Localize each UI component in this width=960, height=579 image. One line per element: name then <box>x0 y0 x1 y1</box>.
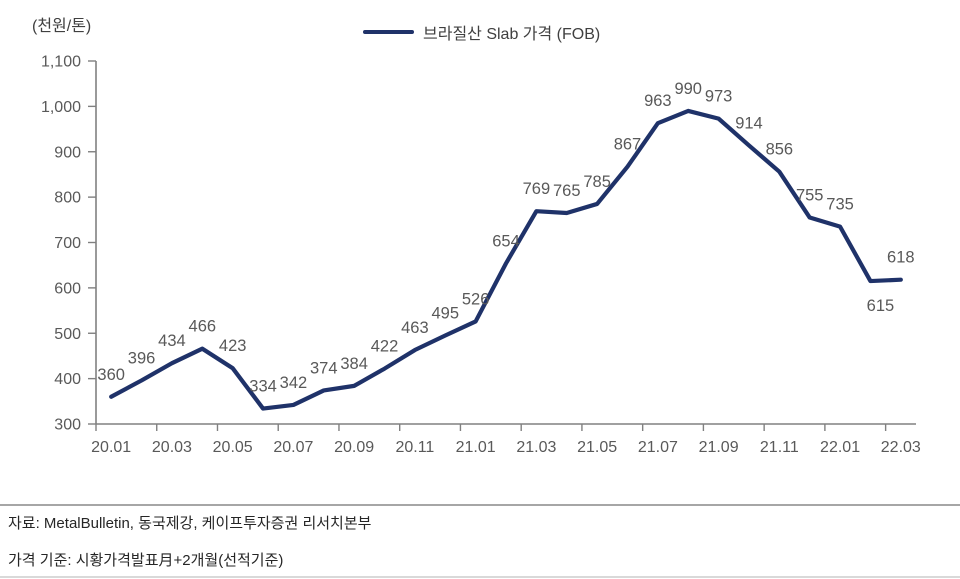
data-point-label: 654 <box>492 232 520 250</box>
data-point-label: 334 <box>249 378 277 396</box>
legend-line-swatch <box>363 30 414 34</box>
y-axis-unit-label: (천원/톤) <box>32 18 92 35</box>
data-point-label: 463 <box>401 319 429 337</box>
y-axis-tick-label: 1,000 <box>41 99 81 116</box>
data-point-label: 867 <box>614 136 642 154</box>
data-point-label: 914 <box>735 114 763 132</box>
x-axis-tick-label: 20.01 <box>91 439 131 456</box>
price-line <box>109 108 903 411</box>
data-point-label: 526 <box>462 290 490 308</box>
x-axis-tick-label: 22.01 <box>820 439 860 456</box>
source-note: 자료: MetalBulletin, 동국제강, 케이프투자증권 리서치본부 <box>8 515 372 532</box>
footer-divider <box>0 504 960 506</box>
data-point-label: 495 <box>431 305 459 323</box>
y-axis-tick-label: 600 <box>54 280 81 297</box>
data-point-label: 342 <box>280 374 308 392</box>
data-point-label: 615 <box>867 297 895 315</box>
y-axis-tick-label: 500 <box>54 326 81 343</box>
data-point-label: 423 <box>219 337 247 355</box>
y-axis-tick-label: 400 <box>54 371 81 388</box>
bottom-border <box>0 576 960 578</box>
data-point-label: 856 <box>766 141 794 159</box>
y-axis-tick-label: 800 <box>54 190 81 207</box>
data-point-label: 990 <box>674 80 702 98</box>
data-point-label: 765 <box>553 182 581 200</box>
x-axis-tick-label: 21.11 <box>760 439 799 456</box>
data-point-label: 785 <box>583 173 611 191</box>
x-axis-tick-label: 21.07 <box>638 439 678 456</box>
data-point-label: 360 <box>97 366 125 384</box>
data-point-label: 755 <box>796 187 824 205</box>
data-point-label: 735 <box>826 196 854 214</box>
x-axis-tick-label: 21.05 <box>577 439 617 456</box>
data-point-label: 384 <box>340 355 368 373</box>
x-axis-tick-label: 20.09 <box>334 439 374 456</box>
data-point-label: 973 <box>705 88 733 106</box>
x-axis-tick-label: 20.03 <box>152 439 192 456</box>
data-point-label: 618 <box>887 249 915 267</box>
data-point-label: 434 <box>158 332 186 350</box>
price-basis-note: 가격 기준: 시황가격발표月+2개월(선적기준) <box>8 552 284 569</box>
y-axis-tick-label: 1,100 <box>41 54 81 71</box>
y-axis-tick-label: 700 <box>54 235 81 252</box>
data-point-label: 396 <box>128 349 156 367</box>
x-axis-tick-label: 21.03 <box>516 439 556 456</box>
legend-label: 브라질산 Slab 가격 (FOB) <box>423 26 601 43</box>
y-axis-tick-label: 300 <box>54 417 81 434</box>
data-point-label: 374 <box>310 359 338 377</box>
x-axis-tick-label: 20.07 <box>273 439 313 456</box>
legend: 브라질산 Slab 가격 (FOB) <box>363 20 600 44</box>
x-axis-tick-label: 22.03 <box>881 439 921 456</box>
y-axis-tick-label: 900 <box>54 144 81 161</box>
x-axis-tick-label: 21.01 <box>456 439 496 456</box>
x-axis-tick-label: 20.11 <box>395 439 434 456</box>
data-point-label: 963 <box>644 92 672 110</box>
line-chart: 300 400 500 600 700 800 900 1,000 1,100 20.01 20.0… <box>41 54 921 457</box>
data-point-label: 466 <box>189 318 217 336</box>
x-axis-tick-label: 21.09 <box>699 439 739 456</box>
data-point-label: 769 <box>523 180 551 198</box>
data-point-label: 422 <box>371 338 399 356</box>
x-axis-tick-label: 20.05 <box>213 439 253 456</box>
